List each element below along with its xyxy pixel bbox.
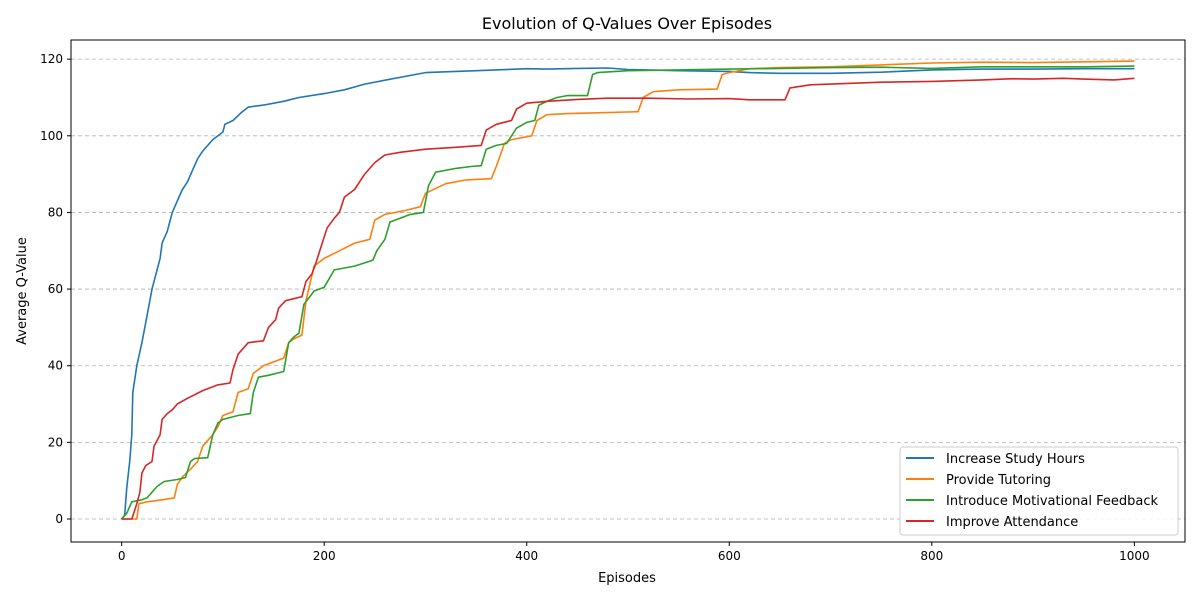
y-axis-label: Average Q-Value xyxy=(15,237,30,345)
legend-label: Increase Study Hours xyxy=(946,452,1085,467)
legend-box xyxy=(899,446,1179,536)
series-line-3 xyxy=(121,65,1135,520)
legend-label: Introduce Motivational Feedback xyxy=(946,494,1158,509)
y-axis-ticks: 0 20 40 60 80 100 120 xyxy=(40,52,71,526)
x-tick-label: 200 xyxy=(313,549,336,563)
chart-title: Evolution of Q-Values Over Episodes xyxy=(482,14,772,33)
x-axis-label: Episodes xyxy=(598,571,656,586)
x-tick-label: 1000 xyxy=(1119,549,1150,563)
legend-items: Increase Study Hours Provide Tutoring Intr… xyxy=(906,452,1158,530)
x-tick-label: 0 xyxy=(118,549,126,563)
y-tick-label: 40 xyxy=(48,359,63,373)
series-line-4 xyxy=(121,77,1135,520)
plot-frame xyxy=(70,39,1186,543)
series-line-2 xyxy=(121,60,1135,520)
y-tick-label: 0 xyxy=(55,512,63,526)
series-lines xyxy=(120,60,1135,520)
y-tick-label: 120 xyxy=(40,52,63,66)
y-tick-label: 20 xyxy=(48,435,63,449)
x-axis-ticks: 0 200 400 600 800 1000 xyxy=(118,542,1150,563)
series-line-1 xyxy=(120,67,1135,520)
legend: Increase Study Hours Provide Tutoring Intr… xyxy=(899,446,1179,536)
x-tick-label: 600 xyxy=(718,549,741,563)
x-tick-label: 800 xyxy=(920,549,943,563)
y-tick-label: 60 xyxy=(48,282,63,296)
legend-label: Provide Tutoring xyxy=(946,473,1051,488)
y-tick-label: 100 xyxy=(40,129,63,143)
y-tick-label: 80 xyxy=(48,205,63,219)
gridlines xyxy=(71,58,1185,520)
legend-label: Improve Attendance xyxy=(946,515,1078,530)
x-tick-label: 400 xyxy=(515,549,538,563)
